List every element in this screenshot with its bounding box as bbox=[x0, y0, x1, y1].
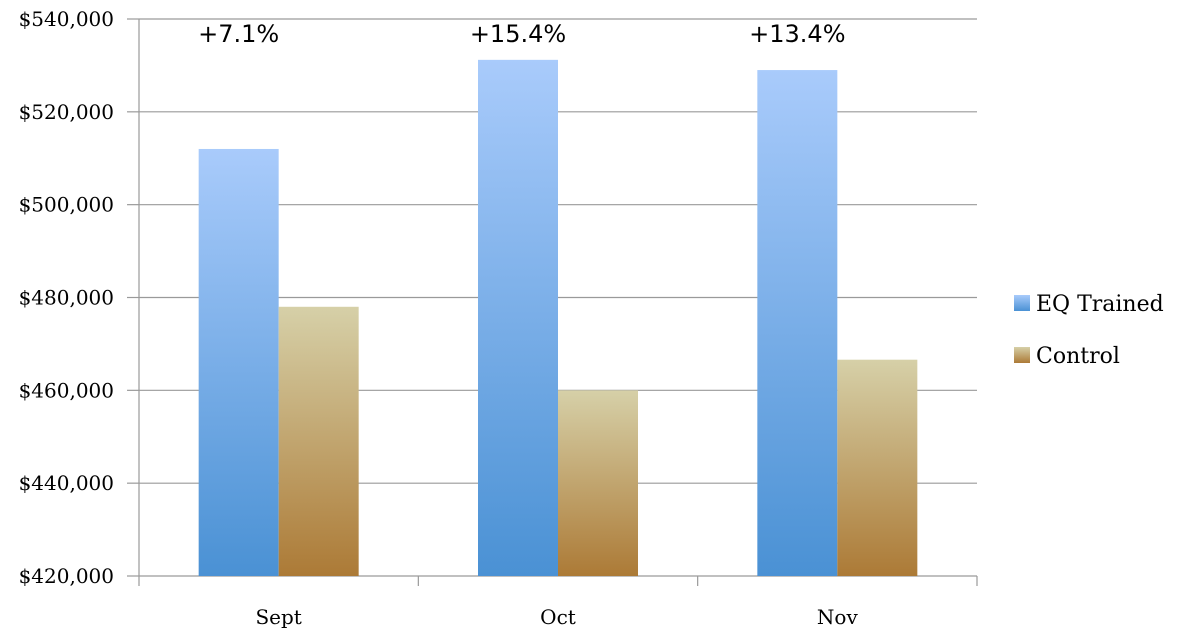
bar-eq-trained-nov bbox=[757, 70, 838, 576]
x-tick-label: Sept bbox=[255, 605, 301, 629]
percent-annotation: +15.4% bbox=[470, 20, 566, 48]
y-tick-label: $460,000 bbox=[19, 378, 114, 402]
bar-eq-trained-oct bbox=[478, 59, 558, 576]
y-tick-label: $540,000 bbox=[19, 7, 114, 31]
y-tick-label: $520,000 bbox=[19, 100, 114, 124]
bar-control-sept bbox=[278, 306, 359, 576]
tick-labels: $420,000 $440,000 $460,000 $480,000 $500,000… bbox=[19, 7, 859, 629]
y-tick-label: $440,000 bbox=[19, 471, 114, 495]
percent-annotation: +7.1% bbox=[198, 20, 279, 48]
bars bbox=[198, 59, 918, 576]
y-tick-label: $500,000 bbox=[19, 193, 114, 217]
x-tick-label: Nov bbox=[817, 605, 859, 629]
bar-eq-trained-sept bbox=[198, 148, 279, 576]
y-tick-label: $480,000 bbox=[19, 286, 114, 310]
annotations: +7.1% +15.4% +13.4% bbox=[198, 20, 845, 48]
legend: EQ Trained Control bbox=[1014, 292, 1164, 369]
legend-swatch bbox=[1014, 295, 1030, 311]
bar-control-oct bbox=[558, 390, 638, 576]
legend-label: EQ Trained bbox=[1036, 292, 1164, 317]
percent-annotation: +13.4% bbox=[749, 20, 845, 48]
legend-swatch bbox=[1014, 347, 1030, 363]
legend-label: Control bbox=[1036, 344, 1120, 369]
y-tick-label: $420,000 bbox=[19, 564, 114, 588]
x-tick-label: Oct bbox=[540, 605, 576, 629]
bar-control-nov bbox=[837, 359, 918, 576]
